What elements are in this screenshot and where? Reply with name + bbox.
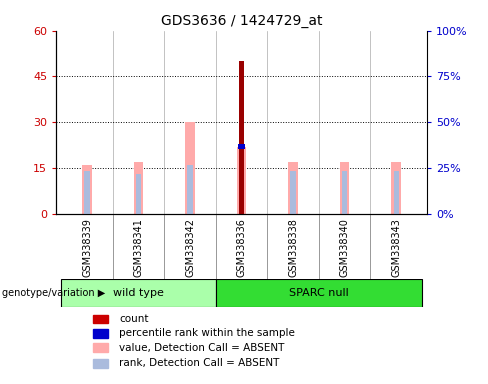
Text: rank, Detection Call = ABSENT: rank, Detection Call = ABSENT <box>119 358 280 368</box>
Bar <box>93 359 108 367</box>
Title: GDS3636 / 1424729_at: GDS3636 / 1424729_at <box>161 14 322 28</box>
Bar <box>136 174 141 214</box>
Bar <box>288 162 298 214</box>
Text: genotype/variation ▶: genotype/variation ▶ <box>2 288 106 298</box>
Bar <box>84 171 90 214</box>
Bar <box>134 162 143 214</box>
Bar <box>93 314 108 323</box>
Bar <box>187 165 193 214</box>
Text: GSM338342: GSM338342 <box>185 218 195 277</box>
Bar <box>216 280 422 306</box>
Text: GSM338336: GSM338336 <box>237 218 246 277</box>
Text: value, Detection Call = ABSENT: value, Detection Call = ABSENT <box>119 343 285 353</box>
Bar <box>93 329 108 338</box>
Bar <box>239 171 244 214</box>
Bar <box>239 144 244 149</box>
Text: wild type: wild type <box>113 288 164 298</box>
Text: percentile rank within the sample: percentile rank within the sample <box>119 328 295 338</box>
Bar <box>237 147 246 214</box>
Text: GSM338343: GSM338343 <box>391 218 401 277</box>
Text: GSM338341: GSM338341 <box>134 218 143 277</box>
Bar <box>340 162 349 214</box>
Text: count: count <box>119 314 149 324</box>
Text: GSM338340: GSM338340 <box>340 218 349 277</box>
Text: SPARC null: SPARC null <box>289 288 349 298</box>
Bar <box>61 280 216 306</box>
Bar <box>393 171 399 214</box>
Bar <box>391 162 401 214</box>
Text: GSM338338: GSM338338 <box>288 218 298 277</box>
Bar <box>82 165 92 214</box>
Bar <box>185 122 195 214</box>
Text: GSM338339: GSM338339 <box>82 218 92 277</box>
Bar <box>290 171 296 214</box>
Bar <box>342 171 347 214</box>
Bar <box>93 343 108 352</box>
Bar <box>239 61 244 214</box>
